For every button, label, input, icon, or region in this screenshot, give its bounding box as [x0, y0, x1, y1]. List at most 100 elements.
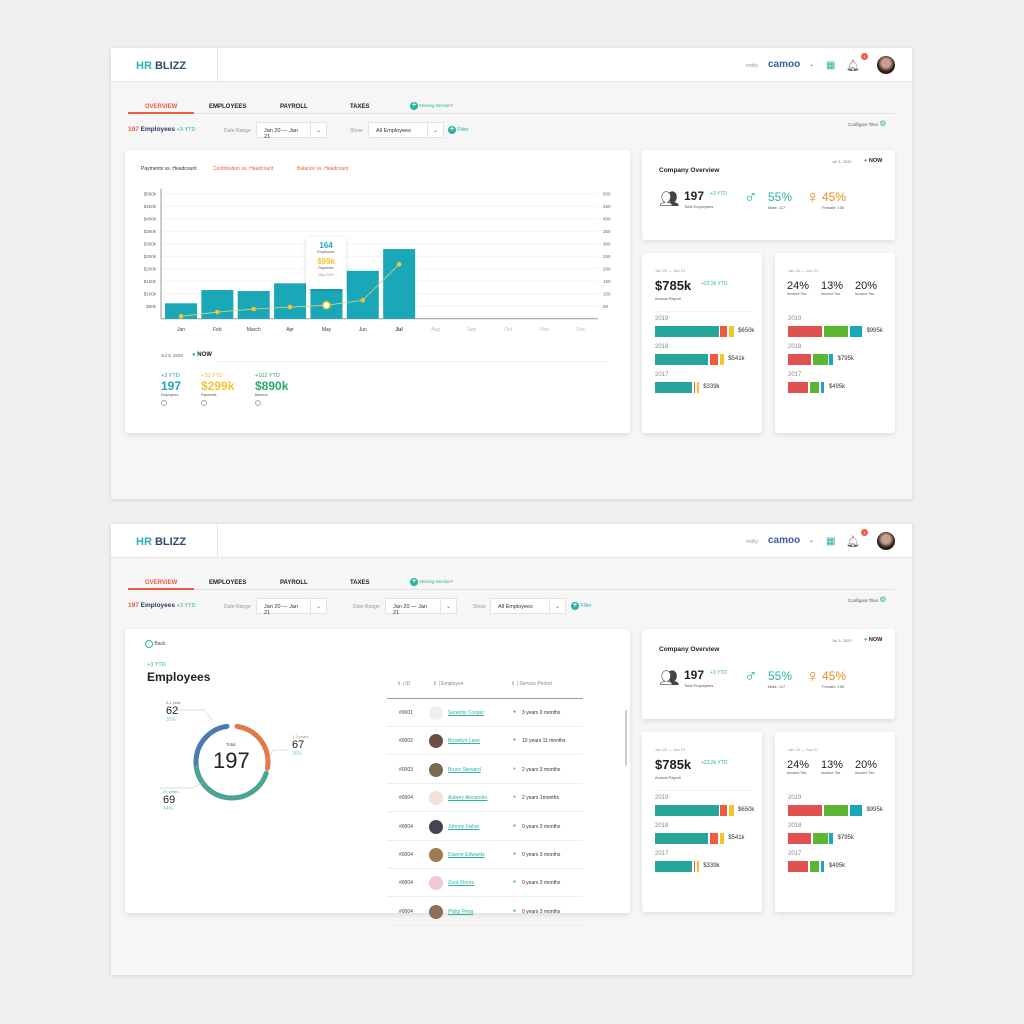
entity-selector[interactable]: camoo — [768, 59, 801, 70]
user-avatar[interactable] — [877, 56, 895, 74]
column-header-id[interactable]: ⇕ | ID — [397, 681, 411, 687]
stat-balance: +102 YTD $890k Balance — [255, 373, 288, 406]
bar-segment — [829, 833, 833, 844]
bar-segment — [820, 382, 825, 393]
employee-name-link[interactable]: Aubrey Alexander — [448, 795, 488, 802]
tab-overview[interactable]: OVERVIEW — [145, 580, 178, 586]
x-tick-label: Oct — [504, 327, 512, 333]
status-dot: ● — [513, 822, 517, 829]
ytd-badge: +3 YTD — [710, 191, 727, 197]
table-row[interactable]: #0004 Aubrey Alexander ● 2 years 1months — [387, 784, 583, 813]
gear-icon: ⚙ — [879, 595, 887, 604]
filter-button[interactable]: + Filter — [571, 602, 592, 610]
apps-grid-icon[interactable]: ▦ — [826, 536, 836, 547]
left-tick-label: $250k — [144, 254, 157, 259]
employee-name-link[interactable]: Dianne Edwards — [448, 852, 485, 858]
chart-tab-contribution[interactable]: Contribution vs. Headcount — [213, 166, 274, 172]
bar-march — [237, 291, 270, 319]
headcount-point — [251, 306, 257, 312]
date-range-label: Date Range — [353, 604, 380, 610]
back-button[interactable]: ‹ Back — [145, 640, 166, 648]
entity-selector[interactable]: camoo — [768, 535, 801, 546]
tab-employees[interactable]: EMPLOYEES — [209, 104, 247, 110]
donut-label: 0-1 year 62 30% — [166, 700, 181, 723]
tab-taxes[interactable]: TAXES — [350, 580, 370, 586]
notification-badge: 1 — [861, 529, 868, 536]
bar-segment — [809, 382, 820, 393]
chevron-down-icon[interactable]: ⌄ — [310, 598, 327, 614]
table-row[interactable]: #0004 Dianne Edwards ● 0 years 3 months — [387, 841, 583, 869]
chart-tab-payments[interactable]: Payments vs. Headcount — [141, 166, 197, 172]
income-tax-card: Jan 20 — Jan 21 24% Income Tax 13% Income T… — [775, 732, 895, 912]
tab-taxes[interactable]: TAXES — [350, 104, 370, 110]
missing-section-button[interactable]: + Missing Section? — [410, 102, 454, 110]
employee-name-link[interactable]: Serenity Cooper — [448, 710, 485, 716]
employee-name-link[interactable]: Philip Pena — [448, 908, 474, 915]
ytd-badge: +3 YTD — [147, 662, 166, 668]
date-range-select[interactable]: Jan 20 — Jan 21 — [256, 122, 311, 140]
bell-icon[interactable]: 🔔︎ — [846, 60, 860, 72]
employee-avatar — [429, 706, 443, 720]
right-tiles: Company Overview Jul 3, 2020 ● NOW 👥︎ 19… — [642, 150, 895, 433]
payroll-value: $785k — [655, 757, 692, 772]
configure-tiles-button[interactable]: Configure Tiles ⚙ — [848, 119, 887, 128]
female-percent: 45% — [822, 190, 847, 204]
bar-segment — [823, 805, 849, 816]
bar-segment — [788, 833, 812, 844]
table-row[interactable]: #0004 Philip Pena ● 0 years 3 months — [387, 898, 583, 926]
filter-button[interactable]: + Filter — [448, 126, 469, 134]
column-header-employee[interactable]: ⇕ | Employee — [433, 681, 464, 687]
tab-payroll[interactable]: PAYROLL — [280, 104, 308, 110]
configure-tiles-button[interactable]: Configure Tiles ⚙ — [848, 595, 887, 604]
tab-overview[interactable]: OVERVIEW — [145, 104, 178, 110]
chevron-down-icon[interactable]: ⌄ — [310, 122, 327, 138]
tab-employees[interactable]: EMPLOYEES — [209, 580, 247, 586]
chart-tab-balance[interactable]: Balance vs. Headcount — [297, 166, 349, 172]
employee-name-link[interactable]: Bruce Steward — [448, 766, 481, 773]
employee-name-link[interactable]: Johnny Fisher — [448, 823, 480, 830]
bar-segment — [693, 861, 696, 872]
chevron-down-icon[interactable]: ⌄ — [809, 538, 815, 544]
tabs-divider — [128, 589, 895, 590]
year-row: 2019 $650k — [655, 316, 755, 340]
employee-name-link[interactable]: Zack Flores — [448, 880, 475, 887]
date-range-select[interactable]: Jan 20 — Jan 21 — [256, 598, 311, 616]
ytd-badge: +22.2k YTD — [701, 281, 728, 287]
chevron-down-icon[interactable]: ⌄ — [549, 598, 566, 614]
table-row[interactable]: #0003 Bruce Steward ● 2 years 3 months — [387, 756, 583, 784]
stat-payments: +33 YTD $299k Payments — [201, 373, 234, 406]
user-avatar[interactable] — [877, 532, 895, 550]
show-select[interactable]: All Employees — [368, 122, 428, 138]
chevron-down-icon[interactable]: ⌄ — [427, 122, 444, 138]
show-select[interactable]: All Employees — [490, 598, 550, 614]
table-row[interactable]: #0002 Brooklyn Lane ● 10 years 11 months — [387, 727, 583, 756]
scrollbar[interactable] — [625, 710, 627, 766]
active-tab-indicator — [128, 588, 194, 590]
table-row[interactable]: #0001 Serenity Cooper ● 3 years 0 months — [387, 699, 583, 727]
bar-segment — [655, 354, 709, 365]
bar-segment — [728, 805, 734, 816]
bell-icon[interactable]: 🔔︎ — [846, 536, 860, 548]
info-icon[interactable] — [255, 400, 261, 406]
male-percent: 55% — [768, 669, 793, 683]
date-range-select[interactable]: Jan 20 — Jan 21 — [385, 598, 441, 616]
info-icon[interactable] — [161, 400, 167, 406]
info-icon[interactable] — [201, 400, 207, 406]
missing-section-button[interactable]: + Missing Section? — [410, 578, 454, 586]
employee-avatar — [429, 819, 443, 834]
chevron-down-icon[interactable]: ⌄ — [809, 62, 815, 68]
app-logo[interactable]: HR BLIZZ — [111, 48, 218, 82]
ytd-badge: +3 YTD — [710, 670, 727, 676]
right-tick-label: 500 — [603, 191, 611, 196]
date-range: Jan 20 — Jan 21 — [655, 268, 686, 273]
employee-name-link[interactable]: Brooklyn Lane — [448, 738, 480, 745]
apps-grid-icon[interactable]: ▦ — [826, 60, 836, 71]
bar-segment — [812, 833, 828, 844]
tab-payroll[interactable]: PAYROLL — [280, 580, 308, 586]
table-row[interactable]: #0004 Johnny Fisher ● 0 years 3 months — [387, 813, 583, 841]
app-logo[interactable]: HR BLIZZ — [111, 524, 218, 558]
chevron-down-icon[interactable]: ⌄ — [440, 598, 457, 614]
left-tick-label: $400k — [144, 216, 157, 221]
table-row[interactable]: #0004 Zack Flores ● 0 years 3 months — [387, 869, 583, 898]
column-header-service-period[interactable]: ⇕ | Service Period — [511, 681, 552, 687]
